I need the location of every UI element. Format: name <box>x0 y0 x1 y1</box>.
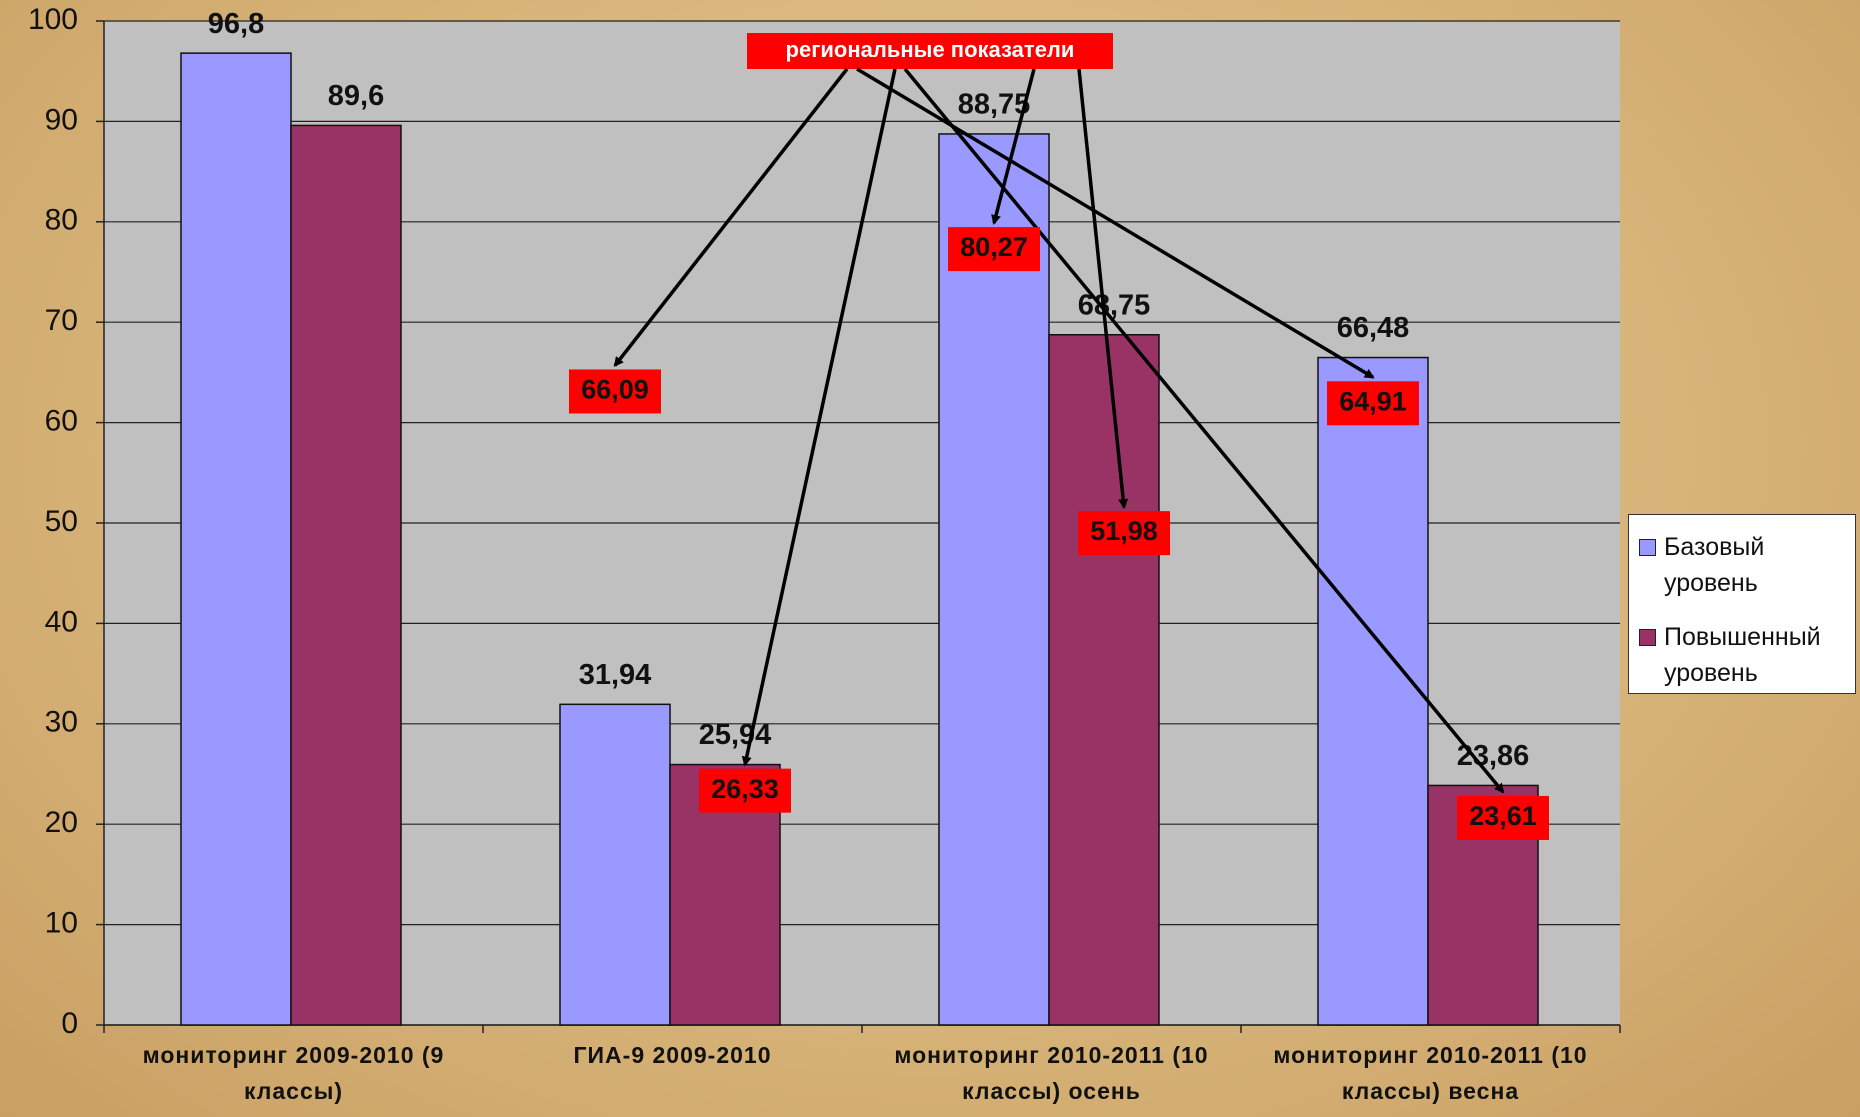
x-tick-label: мониторинг 2010-2011 (10 классы) весна <box>1241 1037 1620 1109</box>
data-label: 68,75 <box>1078 289 1151 321</box>
y-tick-label: 30 <box>45 706 78 739</box>
legend-label: Базовый уровень <box>1664 529 1847 601</box>
x-tick-label: мониторинг 2009-2010 (9 классы) <box>104 1037 483 1109</box>
regional-label: 64,91 <box>1339 386 1407 416</box>
regional-label: 80,27 <box>960 232 1028 262</box>
data-label: 66,48 <box>1337 312 1410 344</box>
y-tick-label: 70 <box>45 304 78 337</box>
y-tick-label: 20 <box>45 806 78 839</box>
legend: Базовый уровень Повышенный уровень <box>1628 514 1856 694</box>
x-tick-label: ГИА-9 2009-2010 <box>483 1037 862 1073</box>
data-label: 25,94 <box>699 719 772 751</box>
legend-swatch <box>1639 629 1656 646</box>
regional-label: 51,98 <box>1090 516 1158 546</box>
legend-swatch <box>1639 539 1656 556</box>
data-label: 88,75 <box>958 89 1031 121</box>
regional-label: 23,61 <box>1469 801 1537 831</box>
legend-item: Повышенный уровень <box>1637 619 1847 691</box>
y-tick-label: 50 <box>45 505 78 538</box>
data-label: 96,8 <box>208 8 264 40</box>
data-label: 23,86 <box>1457 740 1530 772</box>
legend-label: Повышенный уровень <box>1664 619 1847 691</box>
y-tick-label: 60 <box>45 405 78 438</box>
y-tick-label: 10 <box>45 907 78 940</box>
regional-label: 66,09 <box>581 375 649 405</box>
bar <box>560 704 670 1025</box>
x-tick-label: мониторинг 2010-2011 (10 классы) осень <box>862 1037 1241 1109</box>
bar <box>1318 358 1428 1025</box>
bar <box>291 125 401 1025</box>
annotation: региональные показатели <box>786 37 1075 62</box>
chart: 0 10 20 30 40 50 60 70 80 90 100 96,8 89,6 31,94 25,94… <box>0 0 1860 1117</box>
y-tick-label: 0 <box>61 1007 78 1040</box>
regional-label: 26,33 <box>711 774 779 804</box>
y-tick-label: 40 <box>45 605 78 638</box>
y-tick-label: 100 <box>28 3 78 36</box>
bar <box>181 53 291 1025</box>
data-label: 89,6 <box>328 80 384 112</box>
legend-item: Базовый уровень <box>1637 529 1847 601</box>
bar <box>1049 335 1159 1025</box>
data-label: 31,94 <box>579 659 652 691</box>
y-tick-label: 80 <box>45 204 78 237</box>
y-tick-label: 90 <box>45 103 78 136</box>
page: {"chart_data": {"type": "bar", "categori… <box>0 0 1860 1117</box>
